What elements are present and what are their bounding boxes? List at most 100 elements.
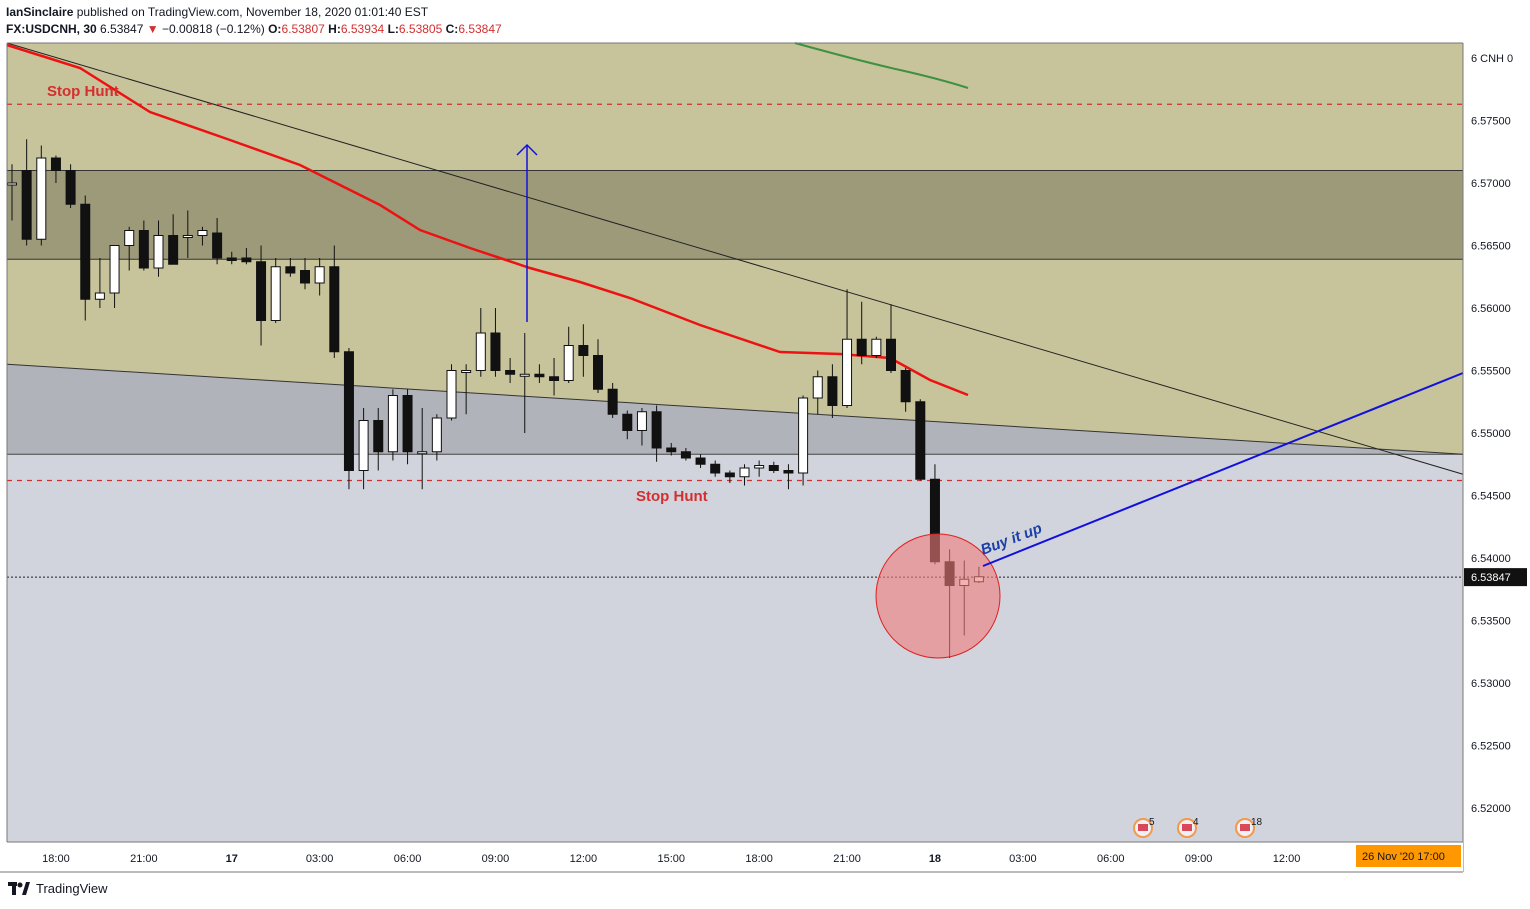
candle [212,232,223,259]
y-tick-label: 6.52500 [1471,741,1511,753]
candle [241,257,252,263]
stop-hunt-label-mid: Stop Hunt [636,488,708,505]
candle [65,170,76,205]
candle [197,230,208,236]
x-tick-label: 21:00 [130,853,158,865]
candle [549,376,560,381]
candle [36,157,47,240]
candle [651,411,662,449]
candle [446,370,457,419]
candle [373,420,384,453]
candle [490,332,501,371]
y-tick-label: 6.53000 [1471,678,1511,690]
candle [461,370,472,373]
open-label: O: [268,22,282,36]
y-tick-label: 6.57500 [1471,116,1511,128]
y-tick-label: 6.54500 [1471,491,1511,503]
date-tag [1356,845,1461,867]
arrow-up-icon [516,143,538,156]
date-tag-label: 26 Nov '20 17:00 [1362,851,1445,863]
candle [358,420,369,471]
candle [270,266,281,321]
candle [168,235,179,265]
candle [285,266,296,274]
candle [329,266,340,353]
x-tick-label: 12:00 [570,853,598,865]
high-label: H: [328,22,341,36]
event-count-badge: 5 [1149,817,1155,828]
candle [783,470,794,474]
candle [50,157,61,171]
stop-hunt-label-top: Stop Hunt [47,83,119,100]
candle [710,463,721,474]
low-value: 6.53805 [398,22,443,36]
downtrend-line [6,42,1464,475]
event-count-badge: 4 [1193,817,1199,828]
y-tick-label: 6.54000 [1471,553,1511,565]
candle [768,465,779,471]
time-axis[interactable] [7,842,1463,872]
close-value: 6.53847 [458,22,502,36]
y-tick-label: 6.56500 [1471,241,1511,253]
candle [505,370,516,375]
candle [417,451,428,455]
event-count-badge: 18 [1251,817,1263,828]
x-tick-label: 12:00 [1273,853,1301,865]
candle [314,266,325,284]
price-axis[interactable] [1463,43,1529,842]
candle [182,235,193,238]
x-tick-label: 03:00 [1009,853,1037,865]
candle [636,411,647,431]
publish-header: IanSinclaire published on TradingView.co… [6,4,428,21]
x-tick-label: 09:00 [1185,853,1213,865]
x-tick-label: 03:00 [306,853,334,865]
candle [578,345,589,356]
flag-stripes [1240,824,1250,831]
symbol-legend: FX:USDCNH, 30 6.53847 ▼ −0.00818 (−0.12%… [6,21,502,38]
y-tick-label: 6.55500 [1471,366,1511,378]
y-tick-label: 6.53500 [1471,616,1511,628]
y-tick-label: 6.57000 [1471,178,1511,190]
candle [754,465,765,469]
close-label: C: [445,22,459,36]
candle [138,230,149,269]
author-name[interactable]: IanSinclaire [6,5,74,19]
candle [563,345,574,381]
candle [7,182,17,186]
candle [812,376,823,399]
candle [842,338,853,406]
y-tick-label: 6.52000 [1471,803,1511,815]
x-tick-label: 21:00 [833,853,861,865]
candle [915,401,926,480]
candle [124,230,135,246]
x-tick-label: 18 [929,853,941,865]
y-tick-label: 6.55000 [1471,428,1511,440]
flag-stripes [1138,824,1148,831]
candle [900,370,911,403]
current-price-tag [1464,568,1527,587]
footer-brand[interactable]: TradingView [8,880,108,896]
x-tick-label: 17 [226,853,238,865]
candle [153,235,164,269]
candle [666,447,677,453]
ema-green-line [794,42,969,89]
tradingview-logo-icon [8,882,30,895]
candle [343,351,354,471]
open-value: 6.53807 [281,22,325,36]
x-tick-label: 09:00 [482,853,510,865]
candle [226,257,237,261]
candle [827,376,838,406]
candle [80,203,91,300]
current-price-label: 6.53847 [1471,572,1511,584]
candle [534,373,545,378]
candle [431,417,442,453]
highlight-circle [875,533,1001,659]
x-tick-label: 18:00 [42,853,70,865]
published-text: published on TradingView.com, November 1… [76,5,429,19]
candle [593,355,603,390]
low-label: L: [387,22,399,36]
candle [387,395,398,453]
candle [871,338,882,356]
candle [695,457,706,465]
